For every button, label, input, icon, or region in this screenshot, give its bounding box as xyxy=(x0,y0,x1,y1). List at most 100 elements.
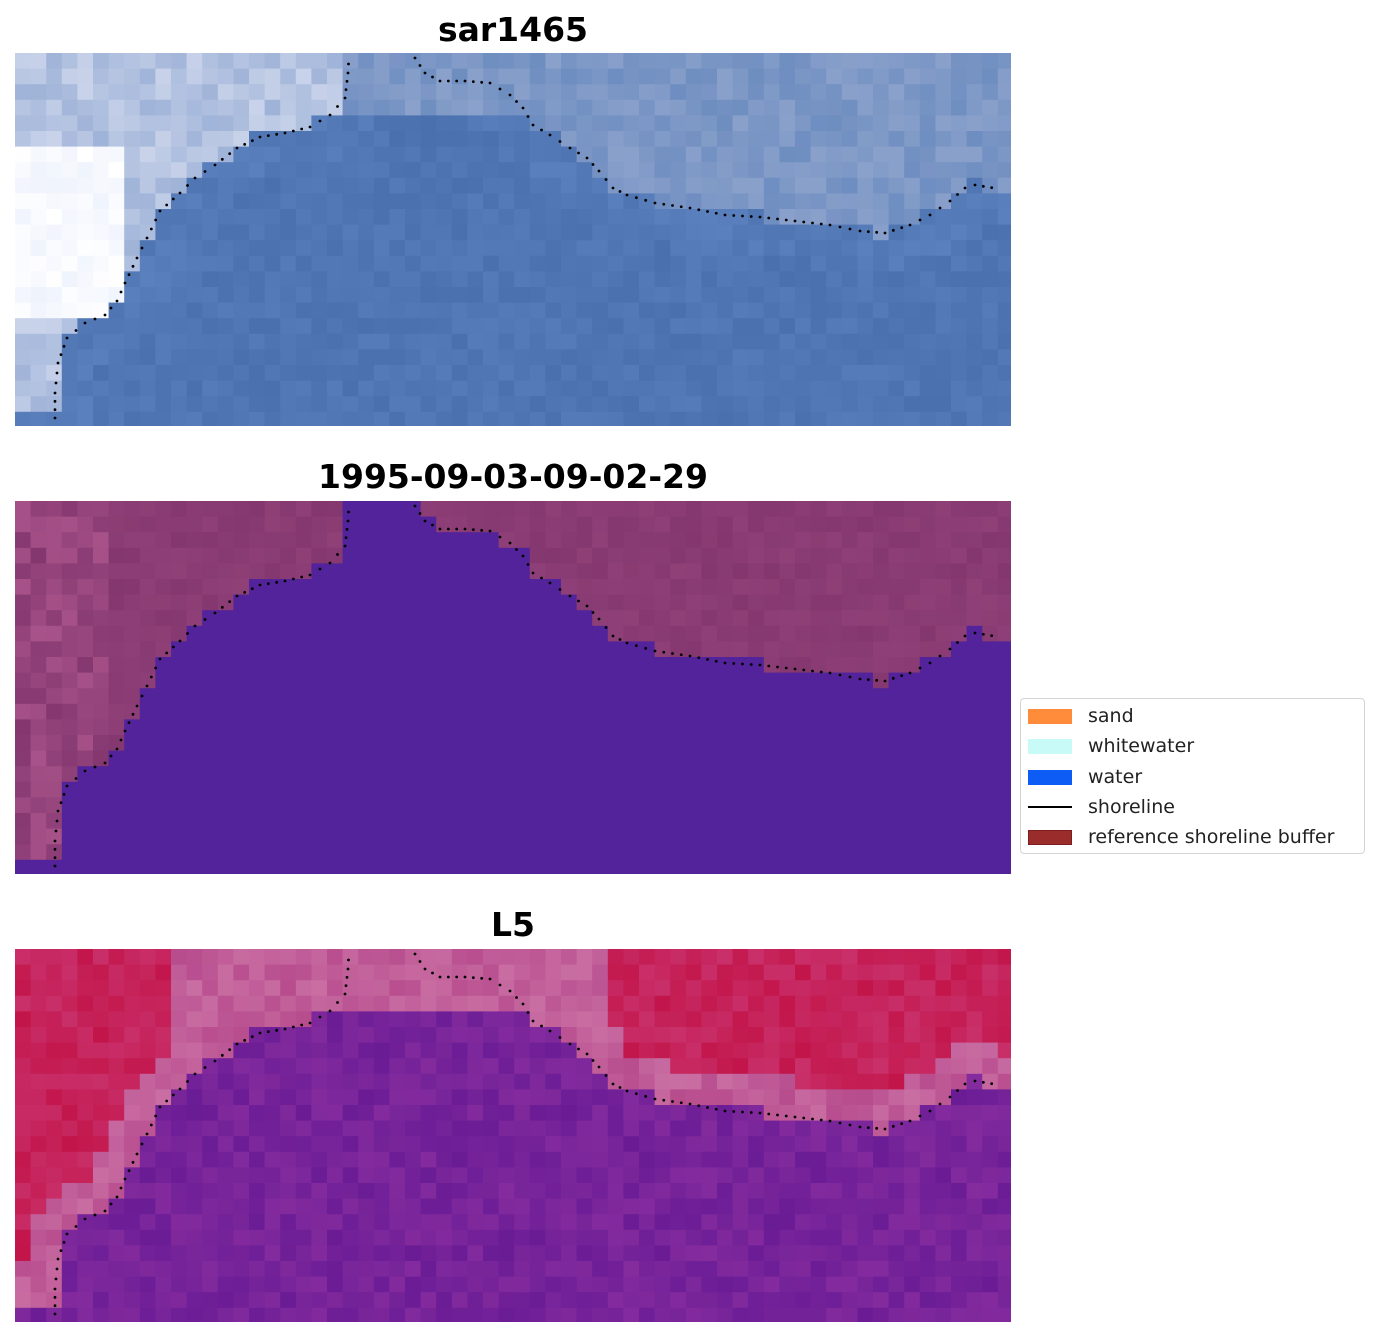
image-pixel xyxy=(810,641,827,658)
image-pixel xyxy=(233,1073,250,1090)
image-pixel xyxy=(451,1105,468,1122)
image-pixel xyxy=(795,162,812,179)
image-pixel xyxy=(592,302,609,319)
image-pixel xyxy=(280,411,297,426)
image-pixel xyxy=(826,766,843,783)
image-pixel xyxy=(280,131,297,148)
image-pixel xyxy=(139,53,156,70)
image-pixel xyxy=(186,1089,203,1106)
image-pixel xyxy=(639,131,656,148)
image-pixel xyxy=(124,547,141,564)
image-pixel xyxy=(217,396,234,413)
image-pixel xyxy=(451,193,468,210)
image-pixel xyxy=(186,1198,203,1215)
image-pixel xyxy=(61,688,78,705)
image-pixel xyxy=(15,177,32,194)
image-pixel xyxy=(545,641,562,658)
image-pixel xyxy=(701,1276,718,1293)
image-pixel xyxy=(732,255,749,272)
shoreline-dot xyxy=(706,658,709,661)
image-pixel xyxy=(264,563,281,580)
image-pixel xyxy=(46,688,63,705)
image-pixel xyxy=(717,828,734,845)
image-pixel xyxy=(810,980,827,997)
image-pixel xyxy=(342,1229,359,1246)
image-pixel xyxy=(888,1089,905,1106)
image-pixel xyxy=(155,1120,172,1137)
image-pixel xyxy=(373,750,390,767)
image-pixel xyxy=(576,1120,593,1137)
shoreline-dot xyxy=(149,675,153,679)
shoreline-dot xyxy=(875,678,879,682)
shoreline-dot xyxy=(480,80,484,84)
image-pixel xyxy=(405,532,422,549)
image-pixel xyxy=(30,1245,47,1262)
image-pixel xyxy=(451,318,468,335)
image-pixel xyxy=(124,177,141,194)
image-pixel xyxy=(420,209,437,226)
image-pixel xyxy=(592,579,609,596)
image-pixel xyxy=(483,349,500,366)
image-pixel xyxy=(373,146,390,163)
image-pixel xyxy=(748,1136,765,1153)
image-pixel xyxy=(935,240,952,257)
image-pixel xyxy=(997,162,1011,179)
image-pixel xyxy=(529,1105,546,1122)
shoreline-dot xyxy=(540,576,543,580)
image-pixel xyxy=(732,657,749,674)
shoreline-dot xyxy=(838,673,842,677)
image-pixel xyxy=(217,1276,234,1293)
image-pixel xyxy=(966,828,983,845)
image-pixel xyxy=(217,657,234,674)
image-pixel xyxy=(389,735,406,752)
image-pixel xyxy=(545,532,562,549)
image-pixel xyxy=(217,302,234,319)
image-pixel xyxy=(857,68,874,85)
image-pixel xyxy=(623,563,640,580)
image-pixel xyxy=(124,318,141,335)
image-pixel xyxy=(873,177,890,194)
image-pixel xyxy=(405,781,422,798)
image-pixel xyxy=(405,365,422,382)
image-pixel xyxy=(623,859,640,874)
image-pixel xyxy=(810,828,827,845)
image-pixel xyxy=(966,287,983,304)
image-pixel xyxy=(748,240,765,257)
image-pixel xyxy=(561,1011,578,1028)
image-pixel xyxy=(763,1167,780,1184)
image-pixel xyxy=(61,287,78,304)
image-pixel xyxy=(171,193,188,210)
image-pixel xyxy=(451,610,468,627)
image-pixel xyxy=(217,1105,234,1122)
image-pixel xyxy=(919,735,936,752)
image-pixel xyxy=(997,750,1011,767)
image-pixel xyxy=(327,797,344,814)
image-pixel xyxy=(389,84,406,101)
image-pixel xyxy=(997,844,1011,861)
image-pixel xyxy=(327,949,344,966)
image-pixel xyxy=(919,84,936,101)
image-pixel xyxy=(217,1027,234,1044)
image-pixel xyxy=(358,193,375,210)
image-pixel xyxy=(904,365,921,382)
image-pixel xyxy=(451,146,468,163)
shoreline-dot xyxy=(891,676,895,680)
image-pixel xyxy=(623,1261,640,1278)
image-pixel xyxy=(186,813,203,830)
image-pixel xyxy=(592,766,609,783)
image-pixel xyxy=(171,1292,188,1309)
image-pixel xyxy=(30,1261,47,1278)
image-pixel xyxy=(561,84,578,101)
image-pixel xyxy=(155,516,172,533)
image-pixel xyxy=(483,594,500,611)
image-pixel xyxy=(295,672,312,689)
image-pixel xyxy=(763,1136,780,1153)
image-pixel xyxy=(904,980,921,997)
image-pixel xyxy=(639,766,656,783)
shoreline-dot xyxy=(548,1029,552,1033)
image-pixel xyxy=(685,53,702,70)
image-pixel xyxy=(93,84,110,101)
image-pixel xyxy=(654,1151,671,1168)
image-pixel xyxy=(639,365,656,382)
image-pixel xyxy=(982,1198,999,1215)
